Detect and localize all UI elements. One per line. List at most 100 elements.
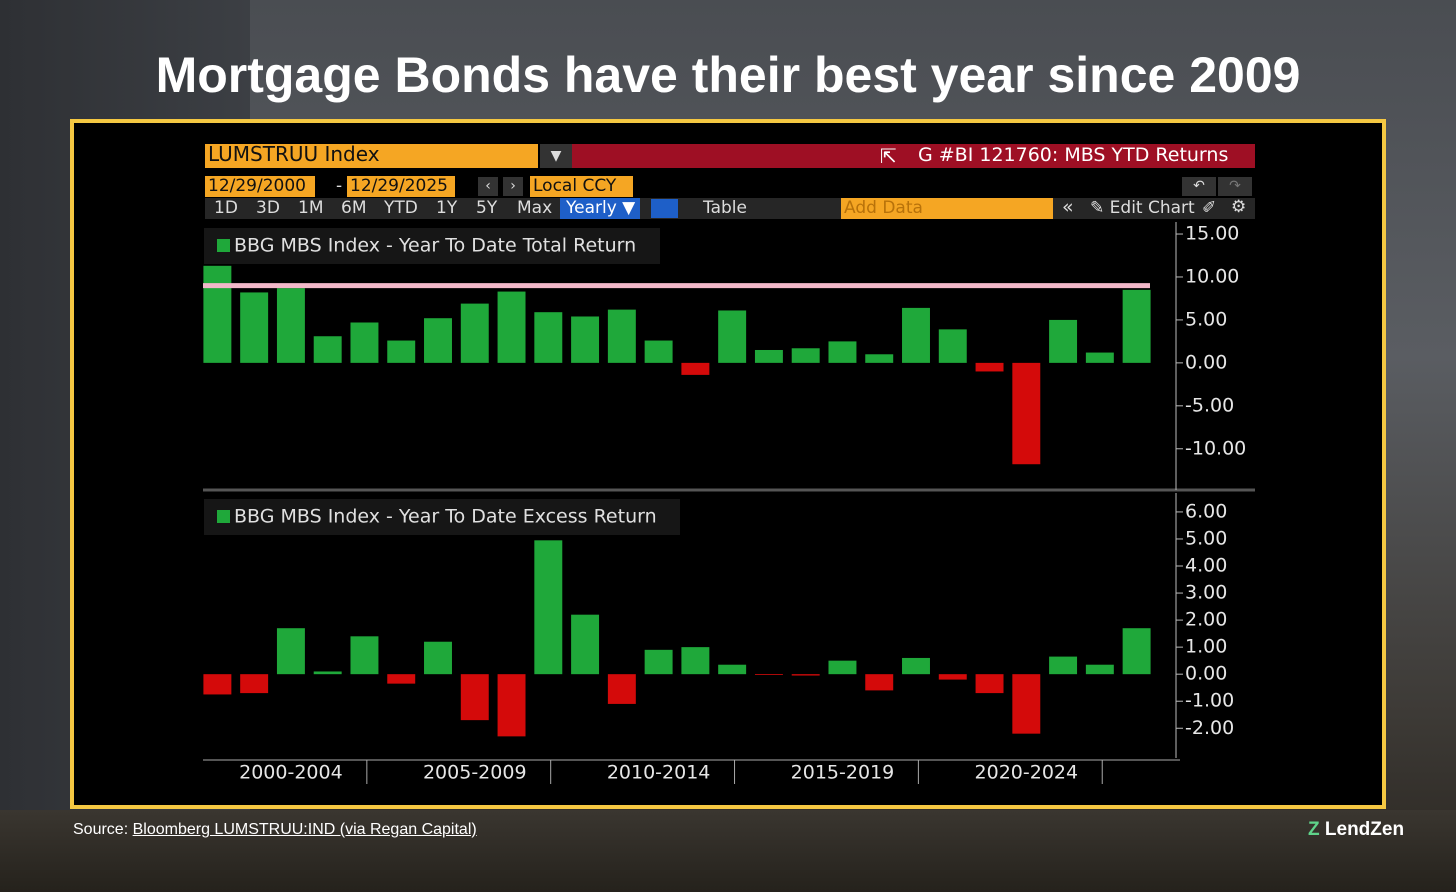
- range-button[interactable]: 1Y: [436, 198, 458, 218]
- legend-swatch: [217, 239, 230, 252]
- bar: [718, 664, 747, 675]
- y-tick-label: 15.00: [1185, 223, 1239, 245]
- period-button[interactable]: Yearly ▼: [560, 198, 640, 219]
- bar: [571, 316, 600, 363]
- bar: [975, 674, 1004, 694]
- bar: [938, 674, 967, 680]
- annotate-button[interactable]: ✐: [1202, 198, 1217, 218]
- period-label: Yearly: [566, 198, 617, 218]
- x-group-label: 2015-2019: [791, 762, 895, 784]
- bar: [681, 362, 710, 375]
- bar: [276, 288, 305, 363]
- settings-button[interactable]: ⚙: [1231, 197, 1247, 217]
- bar: [644, 649, 673, 675]
- range-button[interactable]: YTD: [384, 198, 418, 218]
- bar: [754, 349, 783, 363]
- launch-icon[interactable]: ⇱: [880, 144, 897, 168]
- y-tick-label: 0.00: [1185, 351, 1227, 373]
- edit-chart-button[interactable]: ✎ Edit Chart: [1090, 198, 1195, 218]
- bar: [203, 674, 232, 695]
- bar: [424, 318, 452, 363]
- range-button[interactable]: 5Y: [476, 198, 498, 218]
- bar: [497, 674, 526, 737]
- bar: [975, 362, 1004, 372]
- bar: [240, 674, 269, 694]
- range-button[interactable]: Max: [517, 198, 553, 218]
- range-button[interactable]: 1M: [298, 198, 324, 218]
- bar: [534, 312, 563, 363]
- bar: [313, 336, 342, 363]
- legend-box: [204, 228, 660, 264]
- bar: [607, 674, 636, 704]
- redo-button[interactable]: ↷: [1218, 177, 1252, 196]
- bar: [424, 641, 452, 675]
- bar: [607, 309, 636, 363]
- bar: [1049, 319, 1078, 363]
- chart-name-bar: [572, 144, 1255, 168]
- y-tick-label: 6.00: [1185, 500, 1227, 522]
- x-group-label: 2010-2014: [607, 762, 711, 784]
- bar: [902, 307, 930, 363]
- bar: [1049, 656, 1078, 675]
- logo: Z LendZen: [1308, 819, 1405, 840]
- y-tick-label: 5.00: [1185, 527, 1227, 549]
- bar: [718, 310, 747, 363]
- range-button[interactable]: 1D: [214, 198, 238, 218]
- bar: [276, 628, 305, 675]
- legend-box: [204, 499, 680, 535]
- bar: [387, 674, 416, 684]
- y-tick-label: 1.00: [1185, 636, 1227, 658]
- next-button[interactable]: ›: [503, 177, 523, 196]
- prev-button[interactable]: ‹: [478, 177, 498, 196]
- bar: [828, 660, 857, 675]
- y-tick-label: 10.00: [1185, 265, 1239, 287]
- bar: [644, 340, 673, 363]
- bar: [497, 291, 526, 363]
- legend-label: BBG MBS Index - Year To Date Excess Retu…: [234, 506, 657, 528]
- bar: [1085, 352, 1114, 363]
- y-tick-label: 2.00: [1185, 609, 1227, 631]
- chart-type-button[interactable]: [651, 199, 678, 218]
- legend-label: BBG MBS Index - Year To Date Total Retur…: [234, 235, 636, 257]
- source-link[interactable]: Bloomberg LUMSTRUU:IND (via Regan Capita…: [132, 821, 477, 838]
- bar: [1122, 628, 1151, 675]
- bar: [460, 303, 489, 363]
- bar: [1122, 289, 1151, 363]
- end-date[interactable]: 12/29/2025: [347, 176, 455, 197]
- bar: [681, 647, 710, 675]
- bar: [902, 657, 930, 675]
- bar: [865, 674, 894, 691]
- page-title: Mortgage Bonds have their best year sinc…: [155, 47, 1301, 103]
- logo-text: LendZen: [1324, 819, 1405, 840]
- start-date[interactable]: 12/29/2000: [205, 176, 315, 197]
- currency-field[interactable]: Local CCY: [530, 176, 633, 197]
- edit-chart-label: Edit Chart: [1109, 198, 1195, 218]
- bar: [460, 674, 489, 721]
- x-group-label: 2005-2009: [423, 762, 527, 784]
- bar: [571, 614, 600, 675]
- bar: [350, 322, 379, 363]
- collapse-button[interactable]: «: [1062, 196, 1074, 218]
- y-tick-label: 3.00: [1185, 582, 1227, 604]
- bar: [240, 292, 269, 363]
- bar: [313, 671, 342, 675]
- bar: [534, 540, 563, 675]
- bar: [387, 340, 416, 363]
- ticker-dropdown[interactable]: ▼: [540, 144, 572, 168]
- chart-name: G #BI 121760: MBS YTD Returns: [918, 144, 1229, 166]
- source-note: Source: Bloomberg LUMSTRUU:IND (via Rega…: [73, 821, 477, 839]
- range-button[interactable]: 6M: [341, 198, 367, 218]
- y-tick-label: 5.00: [1185, 308, 1227, 330]
- x-group-label: 2000-2004: [239, 762, 343, 784]
- undo-button[interactable]: ↶: [1182, 177, 1216, 196]
- y-tick-label: -5.00: [1185, 394, 1234, 416]
- ticker-field[interactable]: LUMSTRUU Index: [205, 144, 538, 168]
- source-prefix: Source:: [73, 821, 129, 838]
- y-tick-label: -10.00: [1185, 437, 1246, 459]
- range-button[interactable]: 3D: [256, 198, 280, 218]
- add-data-field[interactable]: Add Data: [841, 198, 1053, 219]
- bar: [1012, 362, 1041, 465]
- table-button[interactable]: Table: [703, 198, 747, 218]
